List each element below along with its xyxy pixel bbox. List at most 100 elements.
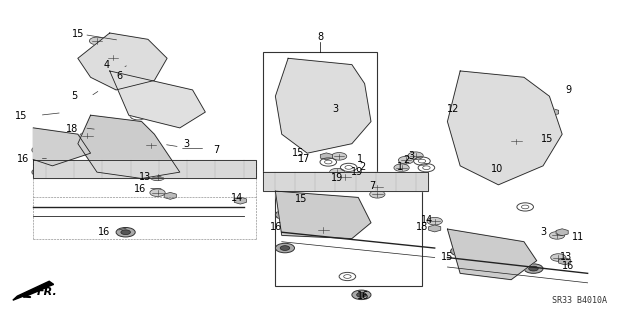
Text: 17: 17 <box>298 153 310 164</box>
Circle shape <box>514 145 521 149</box>
Text: 16: 16 <box>134 184 147 194</box>
Circle shape <box>116 227 135 237</box>
Text: 11: 11 <box>572 232 584 242</box>
Polygon shape <box>78 115 180 178</box>
Polygon shape <box>559 258 571 265</box>
Circle shape <box>275 210 294 219</box>
Circle shape <box>408 152 423 160</box>
Polygon shape <box>275 191 371 239</box>
Polygon shape <box>262 172 428 191</box>
Polygon shape <box>78 33 167 90</box>
Polygon shape <box>429 225 441 232</box>
Text: 15: 15 <box>292 148 304 158</box>
Text: 4: 4 <box>104 60 109 70</box>
Polygon shape <box>13 281 54 300</box>
Circle shape <box>122 39 129 43</box>
Circle shape <box>360 182 367 185</box>
Text: 16: 16 <box>357 291 369 301</box>
Circle shape <box>427 217 442 225</box>
Circle shape <box>80 132 95 140</box>
Text: 16: 16 <box>562 261 574 271</box>
Text: 7: 7 <box>213 145 219 155</box>
Text: 3: 3 <box>183 139 189 149</box>
Text: 3: 3 <box>408 151 414 161</box>
Polygon shape <box>547 108 559 115</box>
Circle shape <box>121 230 131 234</box>
Text: 13: 13 <box>560 252 573 262</box>
Circle shape <box>345 166 353 169</box>
Text: 3: 3 <box>333 104 339 114</box>
Polygon shape <box>109 71 205 128</box>
Circle shape <box>330 168 345 176</box>
Text: 9: 9 <box>565 85 572 95</box>
Text: 15: 15 <box>442 252 454 262</box>
Text: 2: 2 <box>403 154 409 165</box>
Text: 1: 1 <box>397 162 403 172</box>
Circle shape <box>394 164 409 172</box>
Circle shape <box>36 148 46 152</box>
Circle shape <box>32 145 51 155</box>
Circle shape <box>352 290 371 300</box>
Circle shape <box>316 226 331 234</box>
Circle shape <box>90 37 104 45</box>
Circle shape <box>524 264 543 273</box>
Text: 5: 5 <box>72 91 78 101</box>
Circle shape <box>332 152 347 160</box>
Circle shape <box>549 232 564 239</box>
Circle shape <box>550 254 566 261</box>
Polygon shape <box>556 229 568 236</box>
Polygon shape <box>447 229 537 280</box>
Circle shape <box>150 189 165 197</box>
Text: 19: 19 <box>331 174 343 183</box>
Circle shape <box>418 159 426 163</box>
Text: 3: 3 <box>540 226 546 237</box>
Circle shape <box>275 243 294 253</box>
Circle shape <box>451 247 470 256</box>
Polygon shape <box>447 71 562 185</box>
Circle shape <box>529 266 538 271</box>
Circle shape <box>356 293 366 297</box>
Text: 15: 15 <box>15 111 27 121</box>
Text: 10: 10 <box>492 164 504 174</box>
Circle shape <box>422 166 430 170</box>
Circle shape <box>134 114 142 118</box>
Text: SR33 B4010A: SR33 B4010A <box>552 296 607 305</box>
Text: 15: 15 <box>295 194 307 204</box>
Text: 13: 13 <box>139 172 151 182</box>
Circle shape <box>456 249 465 254</box>
Polygon shape <box>303 197 315 204</box>
Circle shape <box>370 190 385 198</box>
Text: 8: 8 <box>317 33 323 42</box>
Text: FR.: FR. <box>36 287 57 297</box>
Circle shape <box>338 173 353 181</box>
Text: 16: 16 <box>17 153 29 164</box>
Text: 14: 14 <box>231 193 244 203</box>
Text: 18: 18 <box>66 123 78 134</box>
Circle shape <box>344 275 351 278</box>
Text: 16: 16 <box>269 222 282 233</box>
Circle shape <box>143 141 159 149</box>
Text: 1: 1 <box>357 153 363 164</box>
Text: 16: 16 <box>97 227 109 237</box>
Polygon shape <box>234 197 246 204</box>
Text: 6: 6 <box>116 71 122 81</box>
Circle shape <box>398 156 413 164</box>
Text: 7: 7 <box>369 182 375 191</box>
Polygon shape <box>33 160 256 178</box>
Polygon shape <box>83 139 95 145</box>
Circle shape <box>32 167 51 177</box>
Polygon shape <box>164 192 177 199</box>
Circle shape <box>280 212 290 217</box>
Bar <box>275 185 422 286</box>
Text: 19: 19 <box>351 167 363 176</box>
Circle shape <box>105 54 120 62</box>
Circle shape <box>355 175 362 179</box>
Circle shape <box>522 205 529 209</box>
Text: 14: 14 <box>421 215 433 225</box>
Circle shape <box>280 246 290 250</box>
Polygon shape <box>275 58 371 153</box>
Circle shape <box>370 183 385 191</box>
Text: 18: 18 <box>416 222 428 233</box>
Bar <box>262 52 378 172</box>
Circle shape <box>150 173 165 181</box>
